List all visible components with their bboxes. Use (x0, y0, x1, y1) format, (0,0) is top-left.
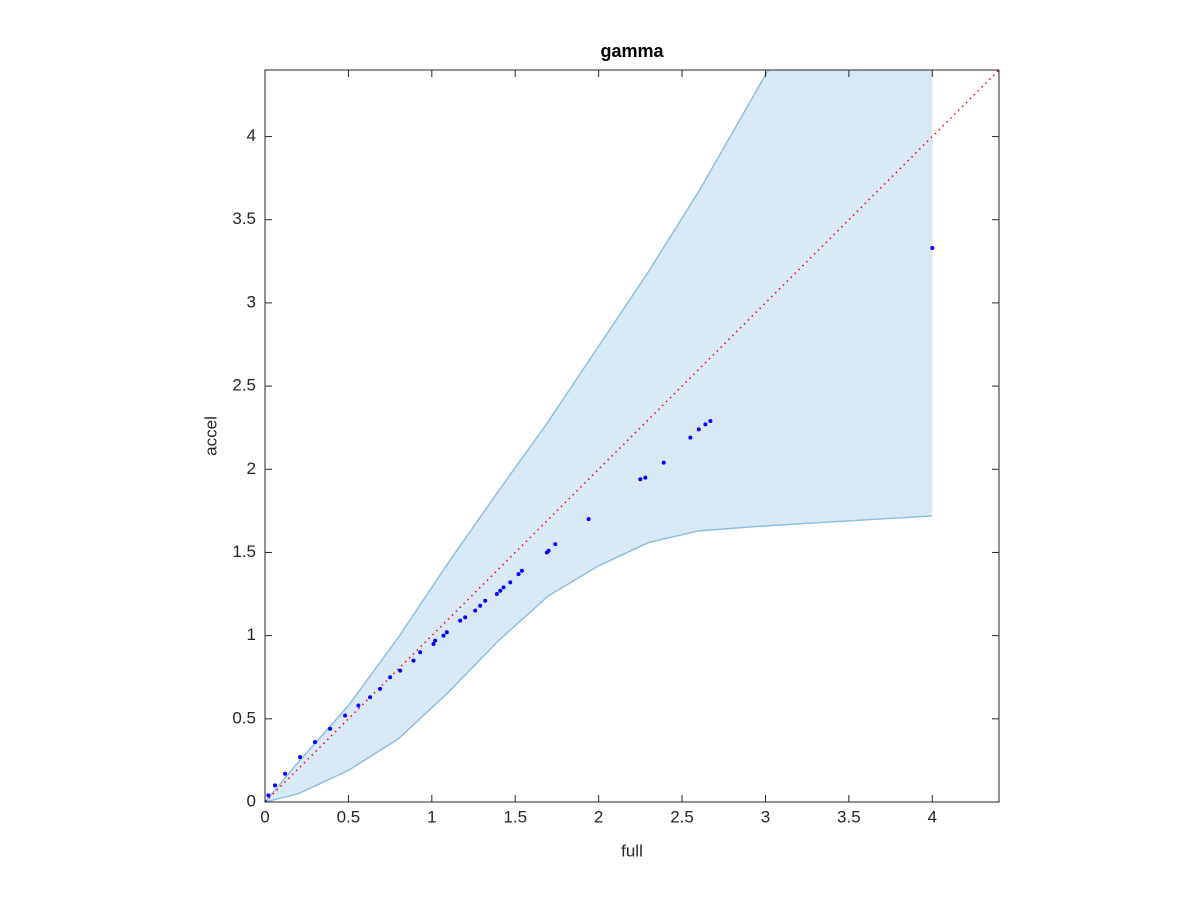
point (494, 592, 499, 597)
x-tick-label: 3.5 (837, 807, 861, 826)
point (708, 419, 713, 424)
point (441, 633, 446, 638)
x-tick-label: 2 (594, 807, 603, 826)
point (328, 726, 333, 731)
band-lower-edge (265, 515, 933, 802)
point (398, 668, 403, 673)
point (703, 422, 708, 427)
point (458, 618, 463, 623)
y-tick-label: 0 (247, 791, 256, 810)
point (478, 603, 483, 608)
point (444, 630, 449, 635)
point (546, 548, 551, 553)
point (501, 585, 506, 590)
point (930, 246, 935, 251)
point (473, 608, 478, 613)
point (431, 641, 436, 646)
point (643, 475, 648, 480)
point (313, 740, 318, 745)
point (463, 615, 468, 620)
point (356, 703, 361, 708)
point (411, 658, 416, 663)
y-tick-label: 1 (247, 625, 256, 644)
y-tick-label: 2.5 (232, 376, 256, 395)
y-tick-label: 1.5 (232, 542, 256, 561)
plot-area (265, 70, 999, 802)
chart-title: gamma (600, 41, 664, 61)
y-axis-label: accel (201, 416, 220, 456)
confidence-band (265, 70, 933, 802)
x-tick-label: 0 (260, 807, 269, 826)
reference-line (265, 70, 999, 802)
point (418, 650, 423, 655)
x-tick-label: 4 (928, 807, 937, 826)
point (298, 755, 303, 760)
point (273, 783, 278, 788)
point (266, 793, 271, 798)
point (343, 713, 348, 718)
point (388, 675, 393, 680)
x-tick-label: 2.5 (670, 807, 694, 826)
point (638, 477, 643, 482)
x-tick-label: 3 (761, 807, 770, 826)
point (696, 427, 701, 432)
point (378, 686, 383, 691)
x-tick-label: 1.5 (503, 807, 527, 826)
point (508, 580, 513, 585)
point (283, 771, 288, 776)
point (661, 460, 666, 465)
y-tick-label: 0.5 (232, 708, 256, 727)
point (498, 588, 503, 593)
point (368, 695, 373, 700)
x-tick-label: 1 (427, 807, 436, 826)
x-tick-label: 0.5 (337, 807, 361, 826)
point (586, 517, 591, 522)
y-tick-label: 4 (247, 126, 256, 145)
axes-box (264, 69, 1000, 803)
point (516, 572, 521, 577)
point (688, 435, 693, 440)
x-axis-label: full (621, 841, 643, 860)
point (483, 598, 488, 603)
point (433, 638, 438, 643)
y-tick-label: 3 (247, 292, 256, 311)
y-tick-label: 2 (247, 459, 256, 478)
point (553, 542, 558, 547)
point (519, 568, 524, 573)
y-tick-label: 3.5 (232, 209, 256, 228)
